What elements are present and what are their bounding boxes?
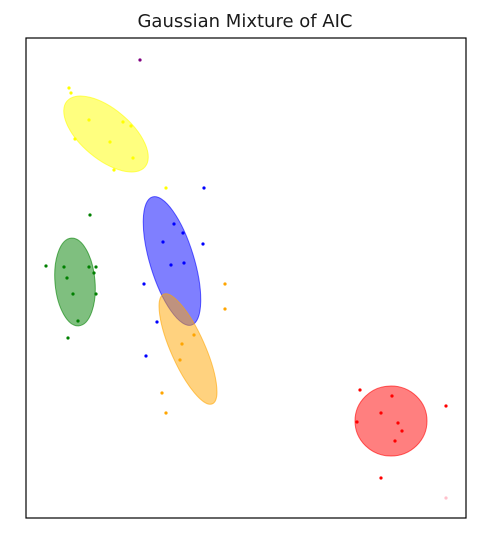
data-point bbox=[131, 156, 135, 160]
data-point bbox=[71, 292, 75, 296]
component-5 bbox=[354, 385, 448, 480]
data-point bbox=[181, 231, 185, 235]
component-3 bbox=[44, 213, 98, 340]
data-point bbox=[108, 140, 112, 144]
gaussian-ellipse bbox=[354, 385, 428, 457]
data-point bbox=[396, 421, 400, 425]
data-point bbox=[142, 282, 146, 286]
data-point bbox=[160, 391, 164, 395]
data-point bbox=[155, 320, 159, 324]
data-point bbox=[67, 86, 71, 90]
data-point bbox=[62, 265, 66, 269]
component-4 bbox=[158, 282, 227, 415]
data-point bbox=[444, 404, 448, 408]
data-point bbox=[172, 222, 176, 226]
data-point bbox=[393, 439, 397, 443]
axes-frame bbox=[25, 37, 467, 519]
data-point bbox=[192, 333, 196, 337]
data-point bbox=[87, 118, 91, 122]
data-point bbox=[379, 476, 383, 480]
data-point bbox=[87, 265, 91, 269]
data-point bbox=[88, 213, 92, 217]
chart-title: Gaussian Mixture of AIC bbox=[137, 11, 352, 32]
component-2 bbox=[142, 186, 206, 358]
data-point bbox=[223, 282, 227, 286]
data-point bbox=[92, 271, 96, 275]
data-point bbox=[144, 354, 148, 358]
outlier-point bbox=[138, 58, 142, 62]
data-point bbox=[44, 264, 48, 268]
data-point bbox=[358, 388, 362, 392]
data-point bbox=[94, 265, 98, 269]
data-point bbox=[94, 292, 98, 296]
gaussian-ellipse bbox=[158, 293, 218, 405]
plot-area bbox=[44, 58, 448, 500]
data-point bbox=[112, 168, 116, 172]
data-point bbox=[400, 429, 404, 433]
data-point bbox=[223, 307, 227, 311]
data-point bbox=[178, 358, 182, 362]
data-point bbox=[182, 261, 186, 265]
gaussian-ellipse bbox=[54, 237, 96, 327]
data-point bbox=[76, 319, 80, 323]
data-point bbox=[121, 120, 125, 124]
data-point bbox=[390, 394, 394, 398]
data-point bbox=[201, 242, 205, 246]
data-point bbox=[202, 186, 206, 190]
data-point bbox=[161, 240, 165, 244]
data-point bbox=[379, 411, 383, 415]
data-point bbox=[164, 186, 168, 190]
gaussian-ellipse bbox=[63, 95, 149, 173]
data-point bbox=[355, 420, 359, 424]
data-point bbox=[73, 137, 77, 141]
data-point bbox=[129, 124, 133, 128]
data-point bbox=[66, 336, 70, 340]
data-point bbox=[164, 411, 168, 415]
component-1 bbox=[63, 86, 168, 190]
outlier-point bbox=[444, 496, 448, 500]
data-point bbox=[69, 91, 73, 95]
data-point bbox=[180, 342, 184, 346]
data-point bbox=[65, 276, 69, 280]
data-point bbox=[169, 263, 173, 267]
